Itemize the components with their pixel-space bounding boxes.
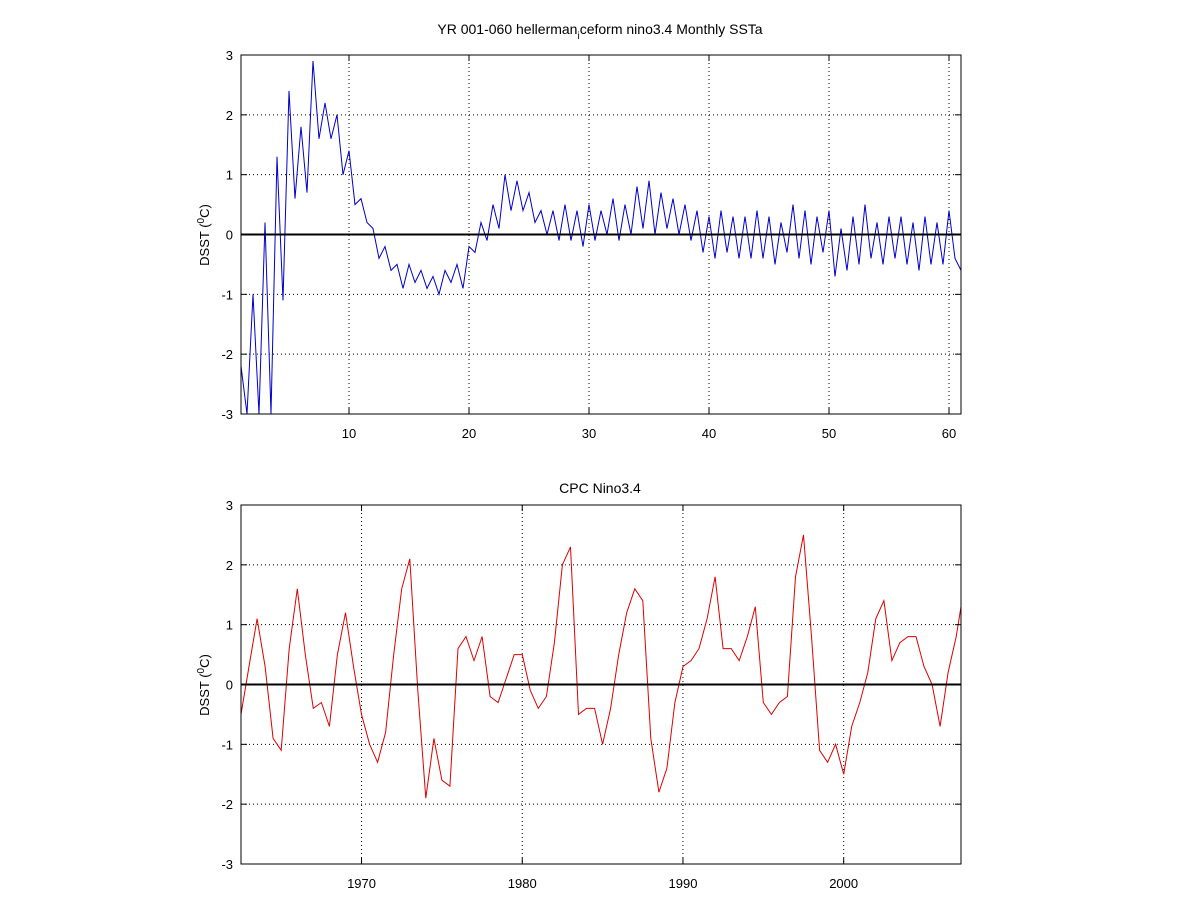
bottom-x-tick-label: 1990 bbox=[669, 876, 698, 891]
top-series-line bbox=[241, 60, 961, 414]
top-x-tick-label: 30 bbox=[582, 426, 596, 441]
top-chart-panel: YR 001-060 hellermaniceform nino3.4 Mont… bbox=[196, 21, 962, 441]
bottom-chart-ylabel: DSST (0C) bbox=[196, 654, 212, 716]
bottom-y-tick-label: -1 bbox=[221, 737, 233, 752]
bottom-chart-panel: CPC Nino3.4 DSST (0C) 1970 1980 1990 2000 -3… bbox=[196, 480, 962, 891]
top-y-tick-label: -2 bbox=[221, 347, 233, 362]
bottom-y-tick-label: 3 bbox=[226, 498, 233, 513]
top-x-tick-label: 50 bbox=[822, 426, 836, 441]
bottom-chart-title: CPC Nino3.4 bbox=[559, 480, 641, 496]
top-x-tick-label: 20 bbox=[462, 426, 476, 441]
bottom-y-tick-label: 0 bbox=[226, 678, 233, 693]
top-y-tick-label: -1 bbox=[221, 287, 233, 302]
top-y-tick-label: 1 bbox=[226, 168, 233, 183]
top-y-tick-label: 2 bbox=[226, 108, 233, 123]
top-y-tick-label: -3 bbox=[221, 407, 233, 422]
top-x-tick-label: 40 bbox=[702, 426, 716, 441]
bottom-x-tick-label: 2000 bbox=[829, 876, 858, 891]
bottom-y-tick-label: -3 bbox=[221, 857, 233, 872]
top-x-tick-label: 60 bbox=[942, 426, 956, 441]
bottom-series-line bbox=[241, 534, 961, 799]
bottom-y-tick-label: 2 bbox=[226, 558, 233, 573]
bottom-x-tick-label: 1980 bbox=[508, 876, 537, 891]
top-x-tick-label: 10 bbox=[342, 426, 356, 441]
top-chart-title: YR 001-060 hellermaniceform nino3.4 Mont… bbox=[437, 21, 762, 42]
top-chart-ylabel: DSST (0C) bbox=[196, 204, 212, 266]
bottom-x-tick-label: 1970 bbox=[347, 876, 376, 891]
top-y-tick-label: 0 bbox=[226, 228, 233, 243]
top-y-tick-label: 3 bbox=[226, 48, 233, 63]
bottom-y-tick-label: -2 bbox=[221, 797, 233, 812]
bottom-y-tick-label: 1 bbox=[226, 618, 233, 633]
